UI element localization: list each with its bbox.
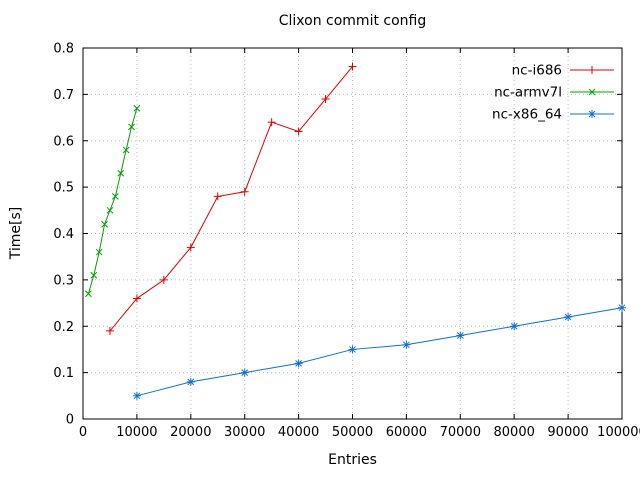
x-tick-label: 20000 xyxy=(170,425,211,440)
y-tick-label: 0.2 xyxy=(53,320,74,335)
x-tick-label: 60000 xyxy=(386,425,427,440)
legend-label: nc-armv7l xyxy=(494,85,562,101)
series-nc-armv7l xyxy=(85,104,141,298)
x-tick-label: 70000 xyxy=(440,425,481,440)
legend: nc-i686 nc-armv7l nc-x86_64 xyxy=(492,63,614,123)
x-tick-label: 90000 xyxy=(547,425,588,440)
grid xyxy=(82,47,623,420)
x-tick-label: 50000 xyxy=(332,425,373,440)
legend-sample xyxy=(570,88,614,96)
chart-title: Clixon commit config xyxy=(278,13,427,29)
legend-label: nc-x86_64 xyxy=(492,107,562,123)
y-tick-label: 0 xyxy=(66,413,74,428)
x-tick-label: 40000 xyxy=(278,425,319,440)
tick-labels: 0 10000 20000 30000 40000 50000 60000 70000 8000… xyxy=(53,42,640,441)
y-tick-label: 0.3 xyxy=(53,273,74,288)
x-axis-label: Entries xyxy=(328,452,377,468)
y-tick-label: 0.6 xyxy=(53,134,74,149)
x-tick-label: 30000 xyxy=(224,425,265,440)
series-nc-i686 xyxy=(105,62,357,335)
y-axis-label: Time[s] xyxy=(8,206,24,260)
y-tick-label: 0.7 xyxy=(53,88,74,103)
legend-sample xyxy=(570,110,614,118)
x-tick-label: 80000 xyxy=(494,425,535,440)
series-nc-x86_64 xyxy=(132,303,626,400)
legend-sample xyxy=(570,66,614,74)
x-tick-label: 10000 xyxy=(116,425,157,440)
legend-label: nc-i686 xyxy=(512,63,562,79)
y-tick-label: 0.5 xyxy=(53,181,74,196)
y-tick-label: 0.8 xyxy=(53,42,74,57)
y-tick-label: 0.1 xyxy=(53,366,74,381)
y-tick-label: 0.4 xyxy=(53,227,74,242)
x-tick-label: 0 xyxy=(79,425,87,440)
tick-marks xyxy=(82,47,623,420)
